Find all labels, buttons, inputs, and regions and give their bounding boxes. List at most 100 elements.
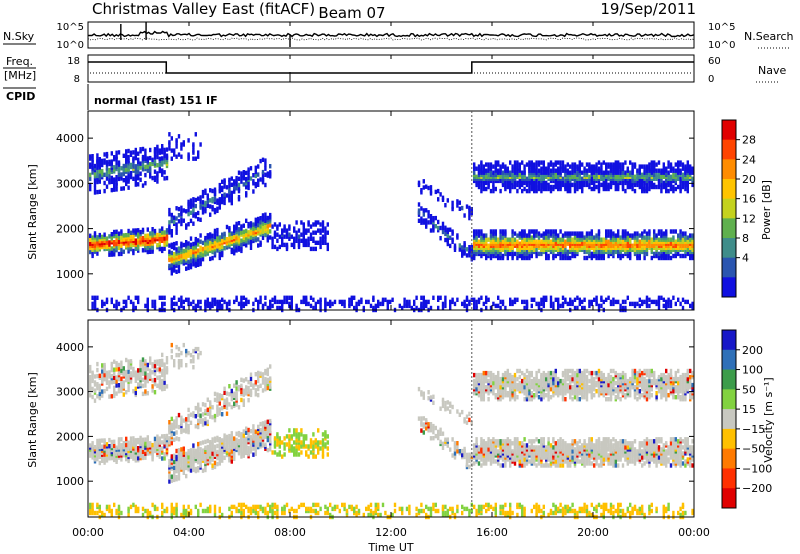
echo-cell xyxy=(149,162,152,167)
echo-cell xyxy=(113,393,116,399)
echo-cell xyxy=(686,160,689,165)
echo-cell xyxy=(516,188,519,194)
echo-cell xyxy=(269,429,272,434)
echo-cell xyxy=(278,305,281,311)
echo-cell xyxy=(144,441,147,446)
echo-cell xyxy=(271,303,274,309)
echo-cell xyxy=(161,150,164,155)
echo-cell xyxy=(213,391,217,397)
echo-cell xyxy=(137,244,140,249)
echo-cell xyxy=(117,366,121,372)
echo-cell xyxy=(201,402,205,407)
echo-cell xyxy=(98,438,101,443)
echo-cell xyxy=(607,253,610,259)
echo-cell xyxy=(165,147,169,152)
echo-cell xyxy=(293,244,296,250)
echo-cell xyxy=(180,241,183,246)
power-y-label: Slant Range [km] xyxy=(26,164,39,260)
echo-cell xyxy=(240,224,243,229)
echo-cell xyxy=(211,297,214,302)
echo-cell xyxy=(449,243,452,249)
echo-cell xyxy=(540,186,543,192)
echo-cell xyxy=(177,246,181,251)
echo-cell xyxy=(129,452,133,457)
echo-cell xyxy=(305,228,308,233)
echo-cell xyxy=(139,171,142,176)
echo-cell xyxy=(187,407,190,413)
echo-cell xyxy=(89,375,92,380)
echo-cell xyxy=(302,234,305,239)
echo-cell xyxy=(115,245,118,251)
echo-cell xyxy=(261,427,265,432)
echo-cell xyxy=(213,187,217,192)
echo-cell xyxy=(523,186,526,192)
echo-cell xyxy=(149,510,152,516)
echo-cell xyxy=(187,423,190,429)
echo-cell xyxy=(607,170,610,175)
echo-cell xyxy=(197,238,200,243)
echo-cell xyxy=(657,168,661,173)
echo-cell xyxy=(245,377,248,382)
echo-cell xyxy=(103,362,106,368)
echo-cell xyxy=(655,162,658,167)
echo-cell xyxy=(523,251,526,257)
echo-cell xyxy=(113,240,116,245)
echo-cell xyxy=(213,228,217,234)
echo-cell xyxy=(674,229,677,234)
echo-cell xyxy=(199,195,202,200)
echo-cell xyxy=(264,166,267,171)
echo-cell xyxy=(237,186,241,192)
echo-cell xyxy=(98,504,101,510)
echo-cell xyxy=(511,164,514,169)
noise-left-tick-bottom: 10^0 xyxy=(57,40,84,51)
echo-cell xyxy=(549,295,553,300)
echo-cell xyxy=(513,164,517,169)
echo-cell xyxy=(163,434,166,439)
echo-cell xyxy=(533,162,536,167)
echo-cell xyxy=(254,169,257,175)
echo-cell xyxy=(209,408,212,413)
echo-cell xyxy=(312,222,315,227)
echo-cell xyxy=(669,303,673,309)
echo-cell xyxy=(307,236,310,241)
echo-cell xyxy=(564,253,567,259)
echo-cell xyxy=(194,466,197,472)
echo-cell xyxy=(600,162,603,167)
echo-cell xyxy=(115,175,118,180)
echo-cell xyxy=(213,417,217,423)
echo-cell xyxy=(583,182,586,188)
echo-cell xyxy=(211,415,214,420)
echo-cell xyxy=(293,236,296,241)
echo-cell xyxy=(245,297,248,302)
echo-cell xyxy=(105,151,109,157)
echo-cell xyxy=(259,240,262,245)
echo-cell xyxy=(257,299,260,305)
echo-cell xyxy=(144,455,147,460)
echo-cell xyxy=(681,305,685,311)
echo-cell xyxy=(170,242,173,247)
echo-cell xyxy=(324,234,327,239)
echo-cell xyxy=(497,160,500,165)
echo-cell xyxy=(235,380,238,385)
echo-cell xyxy=(213,436,217,441)
echo-cell xyxy=(377,303,380,309)
echo-cell xyxy=(242,223,245,228)
echo-cell xyxy=(197,150,200,155)
echo-cell xyxy=(266,447,269,453)
echo-cell xyxy=(264,368,267,374)
echo-cell xyxy=(105,376,109,381)
echo-cell xyxy=(120,380,123,385)
echo-cell xyxy=(626,295,629,300)
echo-cell xyxy=(629,251,632,257)
echo-cell xyxy=(182,242,185,248)
echo-cell xyxy=(581,176,584,181)
echo-cell xyxy=(605,162,608,167)
echo-cell xyxy=(545,251,548,257)
echo-cell xyxy=(441,221,445,227)
echo-cell xyxy=(153,175,157,180)
echo-cell xyxy=(542,160,545,165)
echo-cell xyxy=(581,162,584,167)
echo-cell xyxy=(161,358,164,364)
echo-cell xyxy=(230,510,233,516)
echo-cell xyxy=(223,184,226,189)
